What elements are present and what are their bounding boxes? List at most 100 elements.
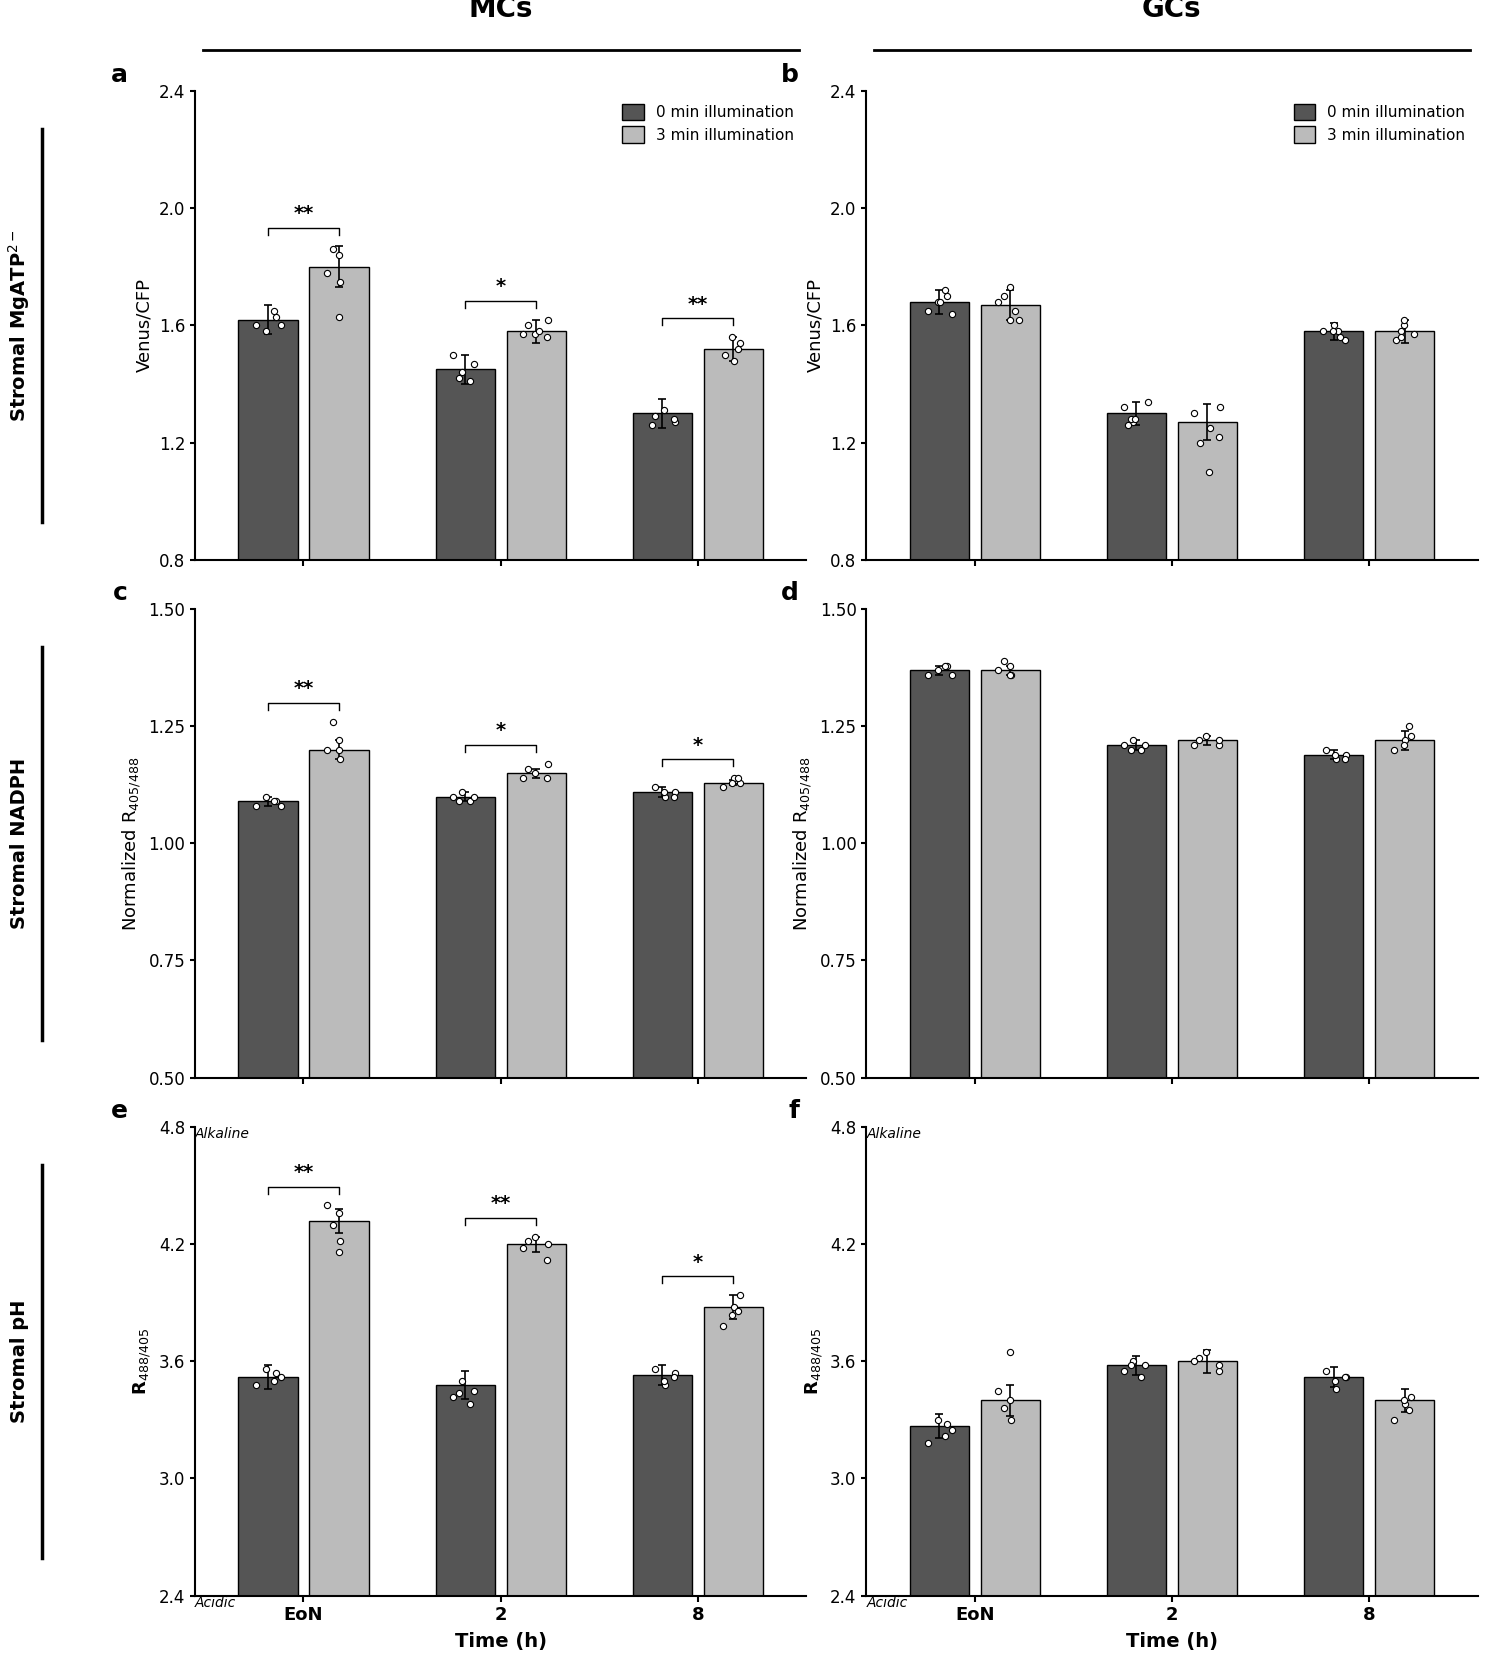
Point <box>662 1365 686 1391</box>
Point <box>928 289 952 316</box>
Point <box>244 312 268 339</box>
X-axis label: Time (h): Time (h) <box>1126 1632 1218 1652</box>
Y-axis label: Normalized R$_{405/488}$: Normalized R$_{405/488}$ <box>792 756 814 931</box>
Y-axis label: R$_{488/405}$: R$_{488/405}$ <box>802 1328 825 1394</box>
Point <box>526 317 550 344</box>
Point <box>447 788 471 814</box>
Point <box>458 1391 482 1418</box>
Point <box>524 760 548 786</box>
Text: **: ** <box>294 1163 314 1182</box>
Bar <box>909 302 969 794</box>
Point <box>1323 741 1347 768</box>
Y-axis label: Venus/CFP: Venus/CFP <box>135 279 153 372</box>
Point <box>1314 1358 1338 1384</box>
Point <box>1334 327 1358 354</box>
Point <box>711 1313 735 1340</box>
Point <box>998 1338 1022 1365</box>
Bar <box>1304 331 1364 794</box>
Bar <box>309 750 369 1311</box>
Text: *: * <box>495 721 506 741</box>
Point <box>512 321 536 347</box>
Point <box>1120 1348 1144 1374</box>
Point <box>1400 723 1423 750</box>
Text: *: * <box>693 1253 703 1271</box>
Point <box>1120 409 1144 435</box>
Point <box>1311 317 1335 344</box>
Point <box>1188 728 1212 755</box>
Point <box>268 793 292 819</box>
Point <box>992 648 1016 675</box>
Bar <box>1376 331 1434 794</box>
Point <box>1334 1365 1358 1391</box>
Point <box>940 1416 964 1443</box>
Point <box>1392 312 1416 339</box>
Point <box>1396 1398 1420 1424</box>
Point <box>315 1192 339 1218</box>
Point <box>1004 297 1028 324</box>
Point <box>321 236 345 263</box>
Legend: 0 min illumination, 3 min illumination: 0 min illumination, 3 min illumination <box>618 100 798 148</box>
Point <box>926 289 950 316</box>
Text: *: * <box>693 736 703 755</box>
Point <box>652 783 676 809</box>
Point <box>999 661 1023 688</box>
Point <box>321 708 345 735</box>
Point <box>1324 1376 1348 1403</box>
Legend: 0 min illumination, 3 min illumination: 0 min illumination, 3 min illumination <box>1288 100 1470 148</box>
Point <box>987 289 1011 316</box>
Point <box>726 765 750 791</box>
Point <box>327 736 351 763</box>
Point <box>915 1429 939 1456</box>
Point <box>516 312 540 339</box>
Point <box>1208 394 1231 420</box>
Bar <box>909 670 969 1311</box>
Point <box>447 1379 471 1406</box>
Point <box>244 793 268 819</box>
Point <box>1400 1383 1423 1409</box>
Point <box>462 1378 486 1404</box>
Point <box>315 259 339 286</box>
Bar <box>1304 1378 1364 1662</box>
Point <box>1188 429 1212 455</box>
Bar <box>309 268 369 794</box>
Point <box>244 1371 268 1398</box>
Point <box>450 359 474 386</box>
Point <box>1394 1391 1417 1418</box>
Point <box>720 1301 744 1328</box>
Point <box>1194 1338 1218 1365</box>
Point <box>328 1227 352 1253</box>
Point <box>524 1223 548 1250</box>
Point <box>926 656 950 683</box>
Bar <box>633 414 692 794</box>
Point <box>1206 1358 1230 1384</box>
Point <box>662 783 686 809</box>
Bar <box>1304 755 1364 1311</box>
Point <box>327 1200 351 1227</box>
Point <box>268 312 292 339</box>
Point <box>536 751 560 778</box>
Bar <box>1178 741 1238 1311</box>
Y-axis label: R$_{488/405}$: R$_{488/405}$ <box>132 1328 153 1394</box>
Point <box>652 1371 676 1398</box>
Point <box>1197 459 1221 485</box>
Point <box>1116 412 1140 439</box>
Point <box>536 306 560 332</box>
Bar <box>1107 414 1166 794</box>
Point <box>516 755 540 781</box>
Point <box>933 652 957 678</box>
Point <box>663 779 687 806</box>
Point <box>1132 1353 1156 1379</box>
Text: GCs: GCs <box>1142 0 1202 23</box>
Bar <box>1376 1401 1434 1662</box>
Point <box>1314 736 1338 763</box>
Bar <box>981 306 1040 794</box>
Text: Stromal MgATP$^{2-}$: Stromal MgATP$^{2-}$ <box>6 229 33 422</box>
Point <box>915 661 939 688</box>
Bar <box>909 1426 969 1662</box>
Point <box>934 652 958 678</box>
Point <box>1329 324 1353 351</box>
Point <box>651 779 675 806</box>
Point <box>447 366 471 392</box>
Point <box>262 1368 286 1394</box>
Point <box>644 774 668 801</box>
